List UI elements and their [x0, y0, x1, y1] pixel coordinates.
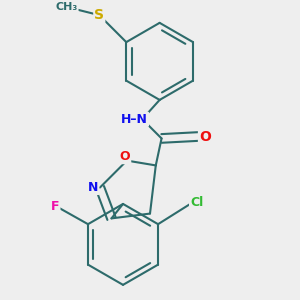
Text: H–N: H–N [121, 113, 148, 126]
Text: F: F [51, 200, 59, 213]
Text: S: S [94, 8, 104, 22]
Text: N: N [88, 181, 98, 194]
Text: Cl: Cl [190, 196, 203, 209]
Text: CH₃: CH₃ [56, 2, 78, 12]
Text: O: O [199, 130, 211, 143]
Text: O: O [120, 150, 130, 163]
